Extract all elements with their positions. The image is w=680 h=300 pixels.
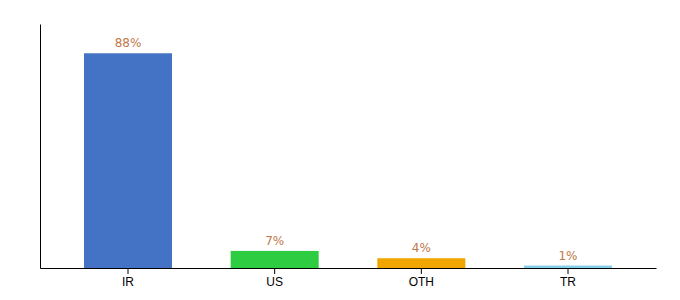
x-tick-mark [421,268,422,274]
x-axis: IR US OTH TR [41,268,657,289]
x-tick-mark [568,268,569,274]
bars [84,53,612,268]
bar [524,266,612,268]
data-label: 4% [412,241,431,255]
x-tick: TR [560,268,576,289]
data-labels: 88% 7% 4% 1% [115,36,578,262]
chart: 88% 7% 4% 1% IR US OTH TR [0,0,680,300]
bar [377,258,465,268]
y-axis-line [40,25,41,269]
x-tick: OTH [409,268,434,289]
bar [231,251,319,268]
x-tick: US [266,268,283,289]
data-label: 1% [558,249,577,263]
x-tick-mark [128,268,129,274]
x-tick-label: IR [122,275,134,289]
plot: 88% 7% 4% 1% IR US OTH TR [41,25,657,289]
x-tick-label: OTH [409,275,434,289]
x-tick-label: US [266,275,283,289]
data-label: 7% [265,234,284,248]
data-label: 88% [115,36,142,50]
x-tick-mark [274,268,275,274]
x-axis-line [41,268,657,269]
bar [84,53,172,268]
y-axis [40,25,41,269]
x-tick: IR [122,268,134,289]
x-tick-label: TR [560,275,576,289]
